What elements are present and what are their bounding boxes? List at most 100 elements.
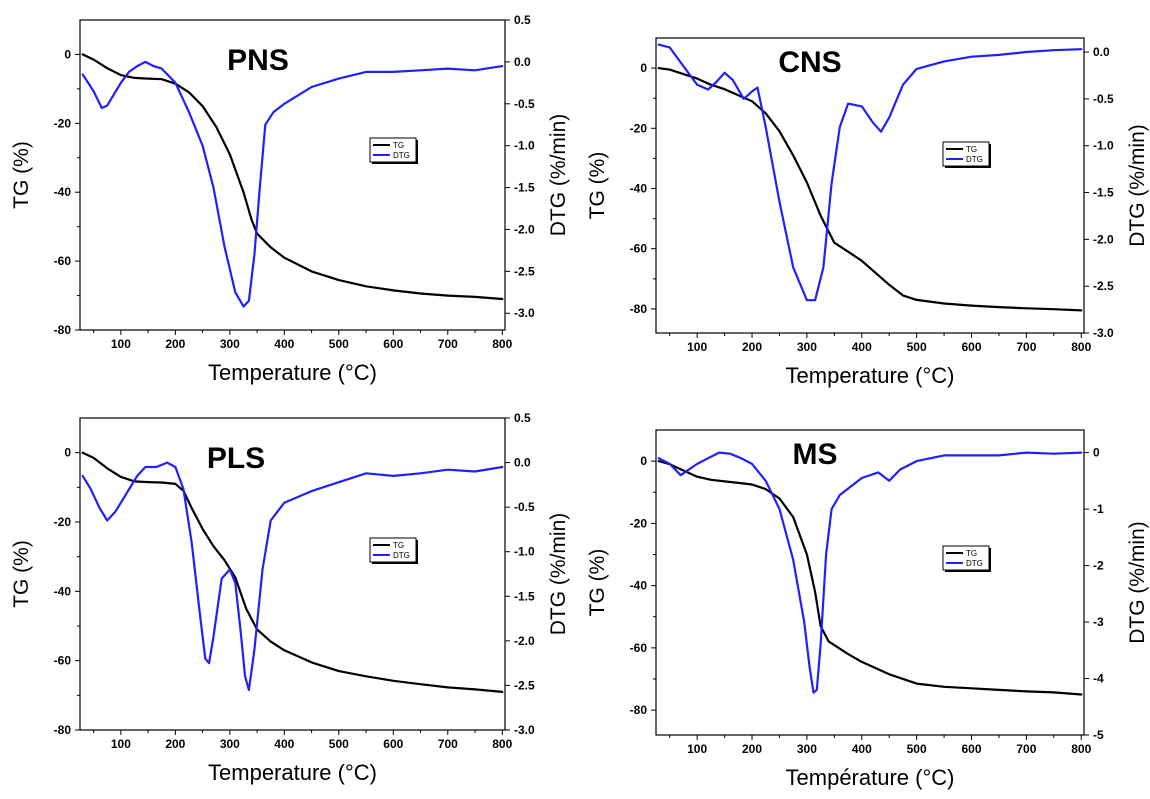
y-axis-title: TG (%): [586, 152, 609, 220]
y2-tick-label: -1: [1093, 502, 1104, 516]
y2-tick-label: -1.5: [514, 589, 535, 603]
y2-axis-title: DTG (%/min): [547, 513, 570, 636]
x-tick-label: 600: [961, 742, 981, 756]
x-tick-label: 700: [1016, 340, 1036, 354]
y2-tick-label: -1.5: [1093, 186, 1114, 200]
x-tick-label: 500: [907, 742, 927, 756]
x-tick-label: 500: [907, 340, 927, 354]
y2-tick-label: -3.0: [514, 306, 535, 320]
y2-tick-label: -2.5: [1093, 279, 1114, 293]
x-tick-label: 300: [220, 737, 240, 751]
y-tick-label: 0: [640, 454, 647, 468]
x-tick-label: 600: [383, 337, 403, 351]
x-tick-label: 600: [961, 340, 981, 354]
y-axis-title: TG (%): [586, 549, 609, 617]
y-tick-label: -40: [54, 185, 72, 199]
y-axis-title: TG (%): [10, 141, 33, 209]
x-tick-label: 200: [165, 737, 185, 751]
y2-axis-title: DTG (%/min): [547, 114, 570, 237]
y-tick-label: -60: [630, 641, 648, 655]
x-axis-title: Température (°C): [786, 765, 955, 790]
legend-box: [942, 141, 990, 167]
plot-frame: [655, 37, 1085, 334]
y-tick-label: 0: [64, 446, 71, 460]
legend-label-tg: TG: [393, 541, 404, 550]
legend-label-tg: TG: [966, 145, 977, 154]
legend-box: [369, 137, 417, 163]
y2-tick-label: 0.0: [1093, 45, 1110, 59]
y2-tick-label: -2.0: [1093, 232, 1114, 246]
panel-title: CNS: [778, 46, 841, 79]
x-tick-label: 200: [165, 337, 185, 351]
x-tick-label: 500: [329, 737, 349, 751]
y2-tick-label: -2.5: [514, 678, 535, 692]
legend-label-dtg: DTG: [393, 151, 410, 160]
legend-label-tg: TG: [393, 141, 404, 150]
y2-tick-label: 0.0: [514, 456, 531, 470]
y-tick-label: -80: [630, 302, 648, 316]
y-tick-label: -80: [54, 323, 72, 337]
x-tick-label: 800: [492, 337, 512, 351]
y-tick-label: -60: [54, 254, 72, 268]
y2-axis-title: DTG (%/min): [1126, 124, 1149, 247]
y-tick-label: -40: [630, 182, 648, 196]
x-tick-label: 300: [797, 340, 817, 354]
y-tick-label: -20: [54, 116, 72, 130]
y-tick-label: -40: [630, 579, 648, 593]
y2-tick-label: -0.5: [1093, 92, 1114, 106]
x-tick-label: 600: [383, 737, 403, 751]
y2-tick-label: -3.0: [514, 723, 535, 737]
chart-panel-cns: 100 200 300 400 500 600 700 800 0 -20 -40 -60 -80 0.0…: [586, 37, 1149, 388]
y2-tick-label: 0.5: [514, 411, 531, 425]
legend-label-dtg: DTG: [966, 559, 983, 568]
chart-panel-pls: 100 200 300 400 500 600 700 800 0 -20 -40 -60 -80 0.5…: [10, 411, 570, 785]
panel-title: PNS: [227, 44, 289, 77]
x-tick-label: 400: [274, 737, 294, 751]
y-tick-label: -80: [630, 703, 648, 717]
y2-tick-label: -3: [1093, 615, 1104, 629]
x-tick-label: 300: [220, 337, 240, 351]
y2-tick-label: -2.0: [514, 222, 535, 236]
y2-tick-label: -1.0: [514, 139, 535, 153]
plot-frame: [79, 19, 506, 331]
panel-title: PLS: [207, 442, 265, 475]
chart-panel-pns: 100 200 300 400 500 600 700 800 0 -20 -40 -60 -80 0.5…: [10, 13, 570, 385]
x-tick-label: 800: [492, 737, 512, 751]
legend-box: [369, 537, 417, 563]
y-tick-label: -80: [54, 723, 72, 737]
x-axis-title: Temperature (°C): [208, 760, 377, 785]
x-tick-label: 800: [1071, 340, 1091, 354]
y2-tick-label: -2.5: [514, 264, 535, 278]
x-tick-label: 500: [329, 337, 349, 351]
y-tick-label: -60: [54, 654, 72, 668]
y-tick-label: -20: [54, 515, 72, 529]
y2-tick-label: 0.0: [514, 55, 531, 69]
y2-tick-label: -2.0: [514, 634, 535, 648]
series-line-dtg: [657, 451, 1083, 694]
legend-label-tg: TG: [966, 549, 977, 558]
y2-tick-label: -0.5: [514, 97, 535, 111]
y2-tick-label: 0.5: [514, 13, 531, 27]
y-tick-label: -20: [630, 516, 648, 530]
y2-tick-label: -5: [1093, 728, 1104, 742]
y-tick-label: -40: [54, 584, 72, 598]
y2-tick-label: -3.0: [1093, 326, 1114, 340]
y2-tick-label: -1.0: [514, 545, 535, 559]
x-tick-label: 400: [274, 337, 294, 351]
y-tick-label: 0: [64, 47, 71, 61]
y2-tick-label: -0.5: [514, 500, 535, 514]
x-tick-label: 400: [852, 340, 872, 354]
x-tick-label: 100: [111, 737, 131, 751]
y-tick-label: 0: [640, 61, 647, 75]
x-tick-label: 400: [852, 742, 872, 756]
y2-tick-label: -4: [1093, 672, 1104, 686]
legend-label-dtg: DTG: [393, 551, 410, 560]
series-line-tg: [657, 460, 1083, 696]
legend-box: [942, 545, 990, 571]
plot-frame: [655, 429, 1085, 736]
plot-frame: [79, 417, 506, 731]
series-line-dtg: [657, 43, 1083, 302]
x-tick-label: 800: [1071, 742, 1091, 756]
chart-panel-ms: 100 200 300 400 500 600 700 800 0 -20 -40 -60 -80 0 -1…: [586, 429, 1149, 790]
